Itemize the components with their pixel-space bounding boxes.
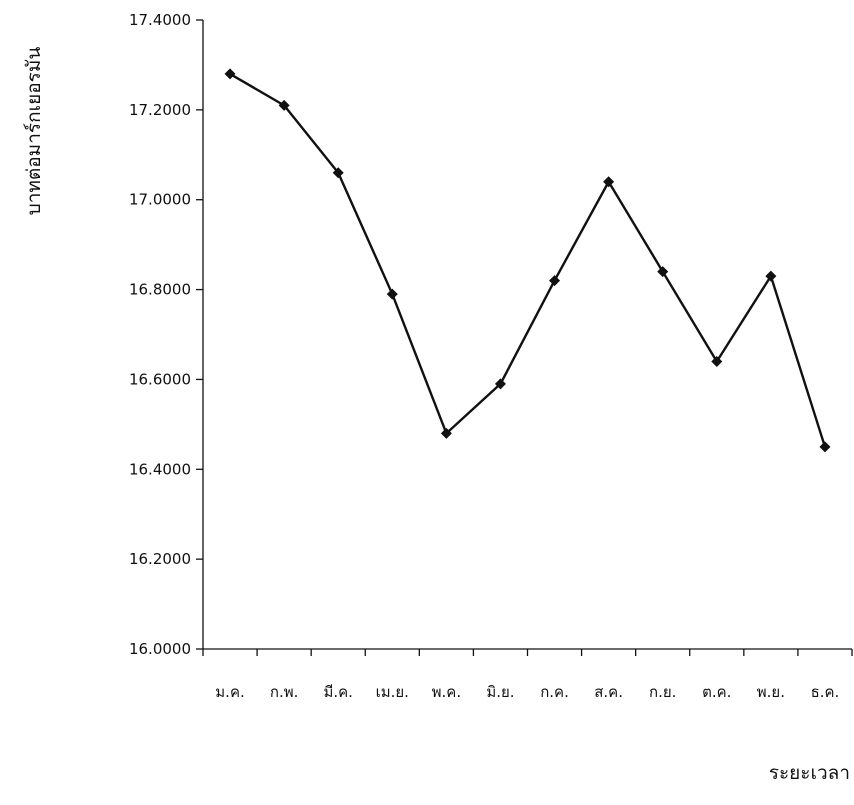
x-tick-label: ต.ค. (702, 683, 731, 701)
data-point-marker (386, 288, 398, 300)
y-tick-label: 17.0000 (129, 191, 191, 209)
series-line (229, 72, 827, 448)
x-tick-label: มี.ค. (323, 683, 352, 701)
data-point-marker (603, 176, 615, 188)
series-line-group (224, 68, 831, 453)
y-tick-label: 16.0000 (129, 640, 191, 658)
y-tick-label: 16.6000 (129, 370, 191, 388)
y-tick-label: 17.4000 (129, 11, 191, 29)
data-point-marker (332, 167, 344, 179)
data-point-marker (440, 427, 452, 439)
y-axis-title: บาทต่อมาร์กเยอรมัน (23, 47, 45, 216)
x-tick-label: มิ.ย. (486, 683, 514, 701)
x-tick-label: ม.ค. (215, 683, 244, 701)
data-point-marker (494, 378, 506, 390)
data-point-marker (224, 68, 236, 80)
y-tick-label: 16.4000 (129, 460, 191, 478)
data-point-marker (711, 355, 723, 367)
x-tick-label: พ.ค. (432, 683, 461, 701)
data-point-marker (765, 270, 777, 282)
x-tick-label: ก.พ. (270, 683, 299, 701)
x-tick-label: ก.ค. (540, 683, 569, 701)
x-axis-title: ระยะเวลา (769, 762, 850, 784)
data-point-marker (278, 99, 290, 111)
data-point-marker (549, 275, 561, 287)
x-tick-label: พ.ย. (757, 683, 785, 701)
data-point-marker (657, 266, 669, 278)
x-axis: ม.ค. ก.พ. มี.ค. เม.ย. พ.ค. มิ.ย. ก.ค. ส.ค. ก.ย. ต… (202, 648, 853, 701)
data-point-marker (819, 441, 831, 453)
y-tick-label: 16.2000 (129, 550, 191, 568)
x-tick-label: เม.ย. (376, 683, 409, 701)
x-tick-label: ส.ค. (594, 683, 623, 701)
y-axis: 16.0000 16.2000 16.4000 16.6000 16.8000 17.00… (129, 11, 204, 658)
x-tick-label: ธ.ค. (811, 683, 840, 701)
y-tick-label: 16.8000 (129, 281, 191, 299)
y-tick-label: 17.2000 (129, 101, 191, 119)
x-tick-label: ก.ย. (649, 683, 676, 701)
